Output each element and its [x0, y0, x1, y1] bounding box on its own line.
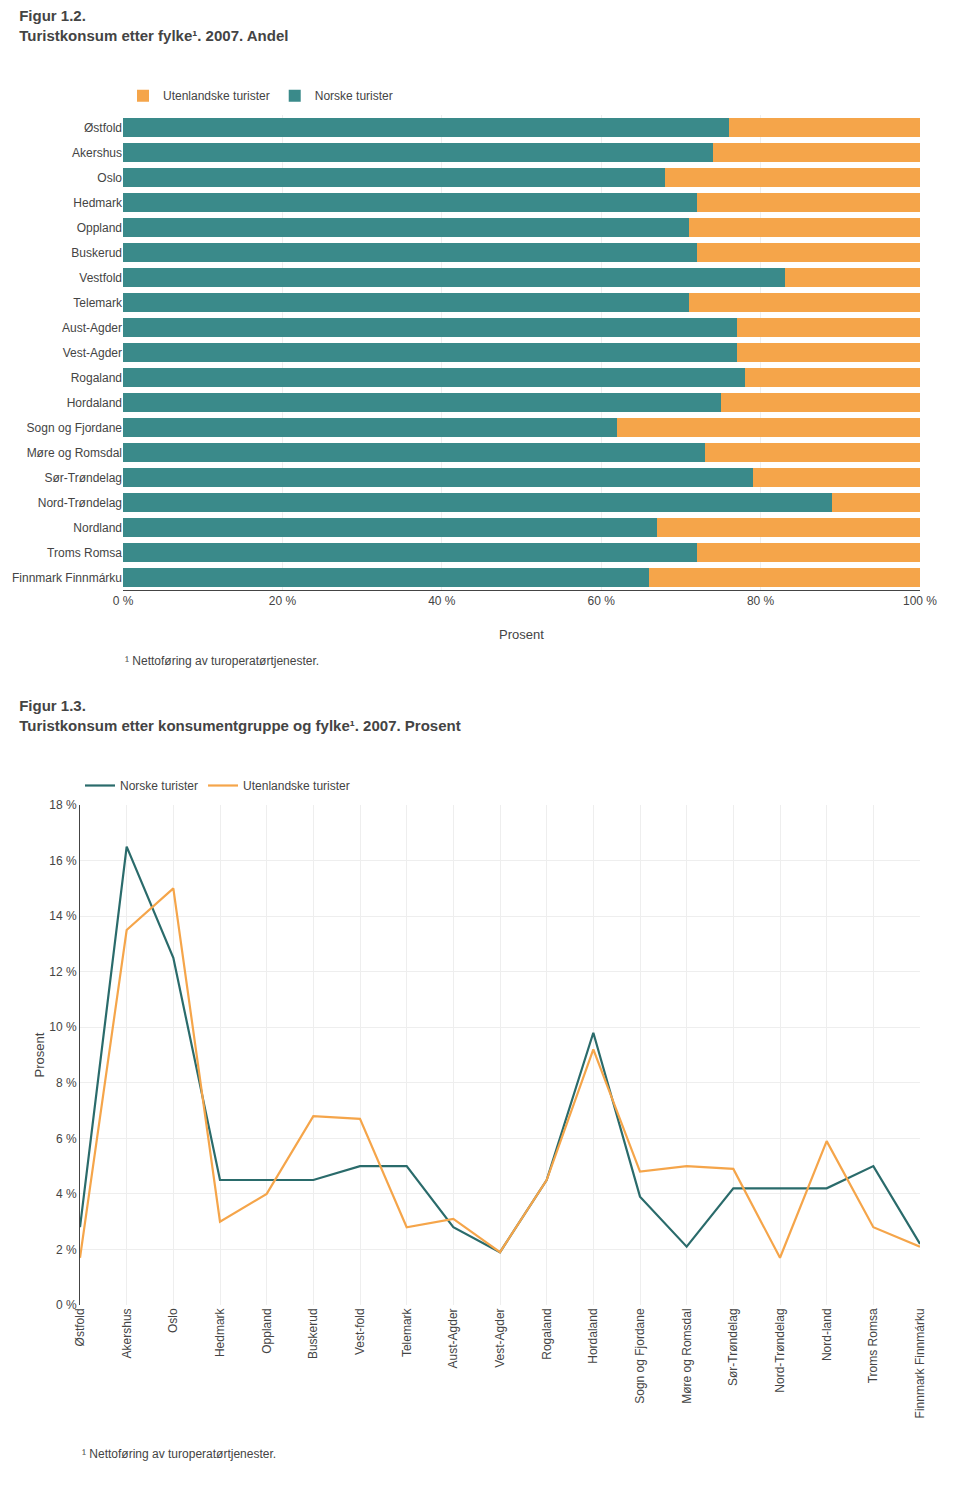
svg-text:Prosent: Prosent [499, 627, 544, 642]
svg-text:Hordaland: Hordaland [67, 396, 122, 410]
svg-text:Figur 1.2.Turistkonsum etter f: Figur 1.2.Turistkonsum etter fylke¹. 200… [19, 7, 288, 44]
svg-text:60 %: 60 % [588, 594, 616, 608]
svg-text:20 %: 20 % [269, 594, 297, 608]
svg-text:Vestfold: Vestfold [79, 271, 122, 285]
svg-text:80 %: 80 % [747, 594, 775, 608]
svg-text:Østfold: Østfold [84, 121, 122, 135]
svg-text:Utenlandske turister: Utenlandske turister [163, 89, 270, 103]
svg-text:Vest-Agder: Vest-Agder [493, 1308, 507, 1367]
svg-text:Telemark: Telemark [400, 1307, 414, 1357]
svg-text:Prosent: Prosent [32, 1032, 47, 1077]
svg-text:0 %: 0 % [113, 594, 134, 608]
svg-text:Nord-Trøndelag: Nord-Trøndelag [38, 496, 122, 510]
svg-text:Vest-fold: Vest-fold [353, 1308, 367, 1355]
svg-text:Akershus: Akershus [72, 146, 122, 160]
svg-text:¹ Nettoføring av turoperatørtj: ¹ Nettoføring av turoperatørtjenester. [125, 654, 319, 668]
svg-text:Troms Romsa: Troms Romsa [866, 1308, 880, 1383]
svg-text:Finnmark Finnmárku: Finnmark Finnmárku [913, 1308, 927, 1418]
svg-text:0 %: 0 % [56, 1298, 77, 1312]
svg-text:Møre og Romsdal: Møre og Romsdal [27, 446, 122, 460]
svg-text:4 %: 4 % [56, 1187, 77, 1201]
svg-text:Aust-Agder: Aust-Agder [446, 1308, 460, 1368]
svg-text:Buskerud: Buskerud [306, 1308, 320, 1359]
svg-text:Sør-Trøndelag: Sør-Trøndelag [726, 1308, 740, 1386]
svg-text:40 %: 40 % [428, 594, 456, 608]
svg-text:Figur 1.3.Turistkonsum etter k: Figur 1.3.Turistkonsum etter konsumentgr… [19, 697, 460, 734]
svg-text:Østfold: Østfold [73, 1308, 87, 1346]
svg-text:Aust-Agder: Aust-Agder [62, 321, 122, 335]
svg-text:¹ Nettoføring av turoperatørtj: ¹ Nettoføring av turoperatørtjenester. [82, 1447, 276, 1461]
svg-text:Troms Romsa: Troms Romsa [47, 546, 122, 560]
svg-text:Buskerud: Buskerud [71, 246, 122, 260]
svg-text:Rogaland: Rogaland [540, 1308, 554, 1359]
svg-text:Oppland: Oppland [77, 221, 122, 235]
svg-text:8 %: 8 % [56, 1076, 77, 1090]
svg-text:100 %: 100 % [903, 594, 937, 608]
svg-text:Akershus: Akershus [120, 1308, 134, 1358]
svg-text:Nordland: Nordland [73, 521, 122, 535]
svg-text:Telemark: Telemark [73, 296, 123, 310]
svg-text:Oppland: Oppland [260, 1308, 274, 1353]
svg-text:Nord-land: Nord-land [820, 1308, 834, 1361]
svg-text:Norske turister: Norske turister [120, 779, 198, 793]
svg-text:Oslo: Oslo [166, 1308, 180, 1333]
svg-text:Hordaland: Hordaland [586, 1308, 600, 1363]
svg-text:14 %: 14 % [49, 909, 77, 923]
svg-text:18 %: 18 % [49, 798, 77, 812]
svg-text:Sør-Trøndelag: Sør-Trøndelag [44, 471, 122, 485]
svg-text:Norske turister: Norske turister [315, 89, 393, 103]
svg-text:Rogaland: Rogaland [71, 371, 122, 385]
svg-text:16 %: 16 % [49, 854, 77, 868]
svg-text:Sogn og Fjordane: Sogn og Fjordane [27, 421, 123, 435]
svg-text:Finnmark Finnmárku: Finnmark Finnmárku [12, 571, 122, 585]
svg-text:Oslo: Oslo [97, 171, 122, 185]
svg-text:Hedmark: Hedmark [213, 1307, 227, 1357]
svg-text:Hedmark: Hedmark [73, 196, 123, 210]
svg-text:Vest-Agder: Vest-Agder [63, 346, 122, 360]
svg-text:Møre og Romsdal: Møre og Romsdal [680, 1308, 694, 1403]
svg-text:2 %: 2 % [56, 1243, 77, 1257]
svg-text:Nord-Trøndelag: Nord-Trøndelag [773, 1308, 787, 1392]
svg-text:10 %: 10 % [49, 1020, 77, 1034]
svg-text:Utenlandske turister: Utenlandske turister [243, 779, 350, 793]
svg-text:6 %: 6 % [56, 1132, 77, 1146]
svg-text:Sogn og Fjordane: Sogn og Fjordane [633, 1308, 647, 1404]
svg-text:12 %: 12 % [49, 965, 77, 979]
